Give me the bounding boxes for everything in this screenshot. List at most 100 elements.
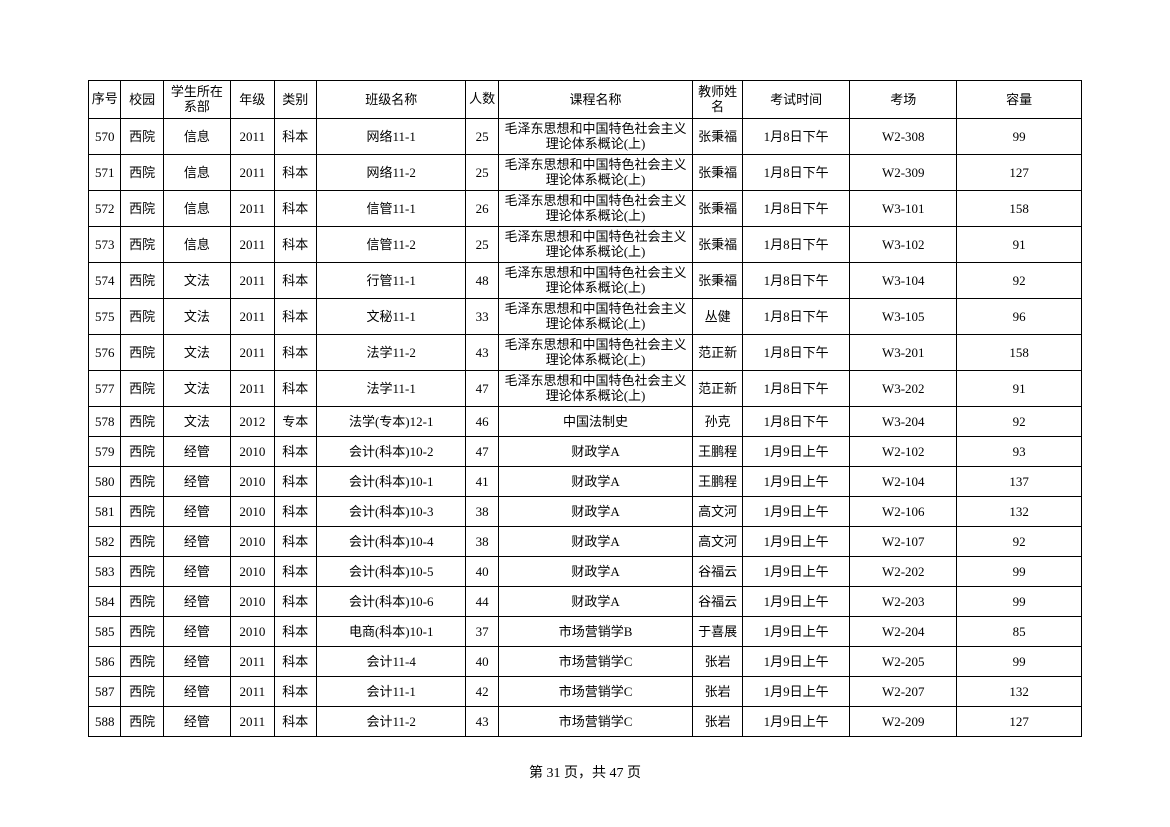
cell-teacher: 孙克 bbox=[693, 407, 743, 437]
cell-count: 26 bbox=[466, 191, 498, 227]
cell-teacher: 张岩 bbox=[693, 707, 743, 737]
cell-type: 科本 bbox=[274, 155, 316, 191]
cell-year: 2011 bbox=[231, 707, 275, 737]
cell-year: 2011 bbox=[231, 371, 275, 407]
table-row: 576西院文法2011科本法学11-243毛泽东思想和中国特色社会主义理论体系概… bbox=[89, 335, 1082, 371]
cell-campus: 西院 bbox=[121, 647, 163, 677]
cell-course: 毛泽东思想和中国特色社会主义理论体系概论(上) bbox=[498, 227, 692, 263]
cell-room: W2-308 bbox=[850, 119, 957, 155]
cell-campus: 西院 bbox=[121, 335, 163, 371]
cell-capacity: 99 bbox=[957, 557, 1082, 587]
table-row: 574西院文法2011科本行管11-148毛泽东思想和中国特色社会主义理论体系概… bbox=[89, 263, 1082, 299]
header-class: 班级名称 bbox=[316, 81, 466, 119]
cell-seq: 588 bbox=[89, 707, 121, 737]
cell-type: 科本 bbox=[274, 617, 316, 647]
cell-course: 毛泽东思想和中国特色社会主义理论体系概论(上) bbox=[498, 155, 692, 191]
cell-time: 1月8日下午 bbox=[743, 299, 850, 335]
cell-room: W2-203 bbox=[850, 587, 957, 617]
cell-teacher: 张秉福 bbox=[693, 191, 743, 227]
table-row: 570西院信息2011科本网络11-125毛泽东思想和中国特色社会主义理论体系概… bbox=[89, 119, 1082, 155]
table-row: 587西院经管2011科本会计11-142市场营销学C张岩1月9日上午W2-20… bbox=[89, 677, 1082, 707]
cell-teacher: 范正新 bbox=[693, 335, 743, 371]
cell-room: W2-202 bbox=[850, 557, 957, 587]
page-footer: 第 31 页，共 47 页 bbox=[0, 762, 1170, 782]
cell-class: 法学11-1 bbox=[316, 371, 466, 407]
cell-course: 财政学A bbox=[498, 467, 692, 497]
cell-type: 科本 bbox=[274, 497, 316, 527]
cell-campus: 西院 bbox=[121, 677, 163, 707]
cell-campus: 西院 bbox=[121, 557, 163, 587]
table-row: 580西院经管2010科本会计(科本)10-141财政学A王鹏程1月9日上午W2… bbox=[89, 467, 1082, 497]
cell-teacher: 张秉福 bbox=[693, 263, 743, 299]
cell-type: 科本 bbox=[274, 677, 316, 707]
table-row: 578西院文法2012专本法学(专本)12-146中国法制史孙克1月8日下午W3… bbox=[89, 407, 1082, 437]
header-course: 课程名称 bbox=[498, 81, 692, 119]
cell-count: 43 bbox=[466, 335, 498, 371]
cell-teacher: 谷福云 bbox=[693, 557, 743, 587]
cell-course: 中国法制史 bbox=[498, 407, 692, 437]
table-row: 581西院经管2010科本会计(科本)10-338财政学A高文河1月9日上午W2… bbox=[89, 497, 1082, 527]
cell-class: 行管11-1 bbox=[316, 263, 466, 299]
cell-course: 市场营销学C bbox=[498, 707, 692, 737]
cell-time: 1月8日下午 bbox=[743, 227, 850, 263]
cell-count: 42 bbox=[466, 677, 498, 707]
cell-dept: 文法 bbox=[163, 371, 230, 407]
cell-campus: 西院 bbox=[121, 407, 163, 437]
cell-dept: 经管 bbox=[163, 437, 230, 467]
cell-dept: 信息 bbox=[163, 119, 230, 155]
cell-count: 37 bbox=[466, 617, 498, 647]
cell-class: 法学(专本)12-1 bbox=[316, 407, 466, 437]
cell-course: 财政学A bbox=[498, 437, 692, 467]
cell-dept: 信息 bbox=[163, 191, 230, 227]
cell-year: 2010 bbox=[231, 617, 275, 647]
cell-course: 毛泽东思想和中国特色社会主义理论体系概论(上) bbox=[498, 263, 692, 299]
cell-seq: 580 bbox=[89, 467, 121, 497]
cell-capacity: 132 bbox=[957, 497, 1082, 527]
cell-year: 2010 bbox=[231, 437, 275, 467]
cell-year: 2010 bbox=[231, 497, 275, 527]
cell-capacity: 127 bbox=[957, 707, 1082, 737]
header-seq: 序号 bbox=[89, 81, 121, 119]
cell-class: 电商(科本)10-1 bbox=[316, 617, 466, 647]
table-row: 571西院信息2011科本网络11-225毛泽东思想和中国特色社会主义理论体系概… bbox=[89, 155, 1082, 191]
cell-type: 科本 bbox=[274, 557, 316, 587]
header-capacity: 容量 bbox=[957, 81, 1082, 119]
cell-capacity: 127 bbox=[957, 155, 1082, 191]
cell-seq: 571 bbox=[89, 155, 121, 191]
cell-dept: 经管 bbox=[163, 467, 230, 497]
table-header-row: 序号 校园 学生所在系部 年级 类别 班级名称 人数 课程名称 教师姓名 考试时… bbox=[89, 81, 1082, 119]
cell-seq: 582 bbox=[89, 527, 121, 557]
cell-count: 25 bbox=[466, 227, 498, 263]
cell-campus: 西院 bbox=[121, 437, 163, 467]
header-dept: 学生所在系部 bbox=[163, 81, 230, 119]
cell-teacher: 王鹏程 bbox=[693, 437, 743, 467]
table-row: 572西院信息2011科本信管11-126毛泽东思想和中国特色社会主义理论体系概… bbox=[89, 191, 1082, 227]
cell-class: 会计(科本)10-1 bbox=[316, 467, 466, 497]
cell-count: 38 bbox=[466, 527, 498, 557]
cell-seq: 581 bbox=[89, 497, 121, 527]
cell-seq: 585 bbox=[89, 617, 121, 647]
cell-type: 科本 bbox=[274, 263, 316, 299]
cell-dept: 文法 bbox=[163, 299, 230, 335]
cell-teacher: 高文河 bbox=[693, 527, 743, 557]
cell-class: 法学11-2 bbox=[316, 335, 466, 371]
table-row: 583西院经管2010科本会计(科本)10-540财政学A谷福云1月9日上午W2… bbox=[89, 557, 1082, 587]
cell-teacher: 丛健 bbox=[693, 299, 743, 335]
cell-teacher: 张岩 bbox=[693, 647, 743, 677]
cell-course: 财政学A bbox=[498, 527, 692, 557]
cell-dept: 文法 bbox=[163, 335, 230, 371]
cell-time: 1月9日上午 bbox=[743, 707, 850, 737]
cell-class: 网络11-1 bbox=[316, 119, 466, 155]
cell-course: 财政学A bbox=[498, 497, 692, 527]
cell-type: 科本 bbox=[274, 437, 316, 467]
cell-dept: 信息 bbox=[163, 155, 230, 191]
cell-room: W2-204 bbox=[850, 617, 957, 647]
cell-seq: 577 bbox=[89, 371, 121, 407]
cell-class: 会计(科本)10-3 bbox=[316, 497, 466, 527]
cell-teacher: 张秉福 bbox=[693, 227, 743, 263]
cell-dept: 经管 bbox=[163, 557, 230, 587]
cell-type: 科本 bbox=[274, 335, 316, 371]
cell-course: 毛泽东思想和中国特色社会主义理论体系概论(上) bbox=[498, 371, 692, 407]
header-teacher: 教师姓名 bbox=[693, 81, 743, 119]
cell-time: 1月9日上午 bbox=[743, 557, 850, 587]
